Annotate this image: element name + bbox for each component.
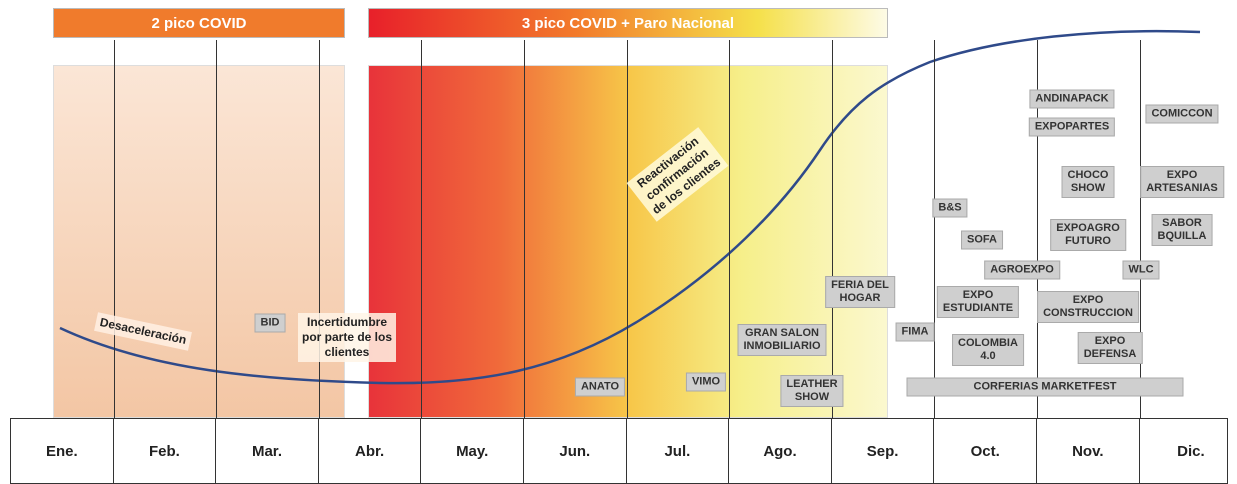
trend-curve — [59, 29, 1201, 385]
month-label: Ene. — [11, 418, 114, 484]
text-line: EXPOAGRO — [1056, 222, 1120, 234]
banner: 2 pico COVID — [53, 8, 345, 38]
month-label: May. — [421, 418, 524, 484]
text-line: SOFA — [967, 233, 997, 246]
month-label: Ago. — [729, 418, 832, 484]
event-box: WLC — [1122, 260, 1160, 280]
text-line: FUTURO — [1065, 235, 1111, 247]
text-line: ANATO — [580, 380, 620, 393]
text-line: ESTUDIANTE — [942, 302, 1014, 314]
text-line: SHOW — [1070, 182, 1106, 194]
text-line: FERIA DEL — [831, 279, 889, 291]
text-line: EXPOPARTES — [1034, 120, 1110, 133]
event-box: AGROEXPO — [984, 260, 1060, 280]
event-box: CORFERIAS MARKETFEST — [906, 377, 1184, 397]
text-line: BQUILLA — [1157, 230, 1207, 242]
event-box: SOFA — [961, 230, 1003, 250]
month-label: Jul. — [627, 418, 730, 484]
text-line: AGROEXPO — [990, 263, 1054, 276]
text-line: CORFERIAS MARKETFEST — [973, 380, 1117, 393]
text-line: B&S — [938, 201, 962, 214]
event-box: VIMO — [685, 372, 727, 392]
text-line: ARTESANIAS — [1146, 182, 1218, 194]
shade-left — [53, 65, 345, 418]
event-box: EXPOPARTES — [1028, 117, 1116, 137]
event-box: CHOCO SHOW — [1061, 166, 1115, 198]
event-box: ANDINAPACK — [1029, 89, 1115, 109]
text-line: GRAN SALON — [745, 327, 819, 339]
text-line: por parte de los — [302, 330, 393, 344]
event-box: COLOMBIA 4.0 — [952, 334, 1024, 366]
event-box: BID — [254, 313, 286, 333]
text-line: SHOW — [794, 391, 830, 403]
text-line: FIMA — [901, 325, 929, 338]
event-box: EXPO DEFENSA — [1077, 332, 1143, 364]
month-divider — [216, 40, 218, 418]
text-line: WLC — [1128, 263, 1154, 276]
text-line: INMOBILIARIO — [743, 340, 821, 352]
month-label: Sep. — [832, 418, 935, 484]
text-line: CHOCO — [1067, 169, 1109, 181]
text-line: ANDINAPACK — [1035, 92, 1109, 105]
month-divider — [524, 40, 525, 418]
text-line: HOGAR — [839, 292, 881, 304]
annotation: Incertidumbre por parte de los clientes — [298, 313, 397, 362]
text-line: EXPO — [1094, 335, 1126, 347]
month-label: Mar. — [216, 418, 319, 484]
month-divider — [113, 40, 115, 418]
event-box: SABOR BQUILLA — [1151, 214, 1213, 246]
text-line: Incertidumbre — [307, 315, 388, 329]
text-line: VIMO — [691, 375, 721, 388]
text-line: DEFENSA — [1083, 348, 1137, 360]
event-box: FERIA DEL HOGAR — [825, 276, 895, 308]
event-box: B&S — [932, 198, 968, 218]
event-box: LEATHER SHOW — [780, 375, 844, 407]
text-line: BID — [260, 316, 280, 329]
event-box: COMICCON — [1145, 104, 1219, 124]
month-divider — [626, 40, 628, 418]
month-label: Oct. — [934, 418, 1037, 484]
event-box: EXPO CONSTRUCCION — [1037, 291, 1139, 323]
event-box: GRAN SALON INMOBILIARIO — [737, 324, 827, 356]
event-box: FIMA — [895, 322, 935, 342]
month-divider — [831, 40, 833, 418]
banner: 3 pico COVID + Paro Nacional — [368, 8, 888, 38]
text-line: LEATHER — [786, 378, 838, 390]
month-label: Abr. — [319, 418, 422, 484]
event-box: EXPO ARTESANIAS — [1140, 166, 1224, 198]
month-divider — [729, 40, 731, 418]
month-label: Nov. — [1037, 418, 1140, 484]
text-line: COMICCON — [1151, 107, 1213, 120]
month-divider — [318, 40, 320, 418]
month-label: Jun. — [524, 418, 627, 484]
month-divider — [1037, 40, 1038, 418]
text-line: EXPO — [1072, 294, 1104, 306]
month-divider — [934, 40, 936, 418]
event-box: EXPOAGRO FUTURO — [1050, 219, 1126, 251]
event-box: ANATO — [574, 377, 626, 397]
text-line: COLOMBIA — [958, 337, 1018, 349]
text-line: EXPO — [1166, 169, 1198, 181]
text-line: 4.0 — [980, 350, 996, 362]
event-box: EXPO ESTUDIANTE — [936, 286, 1020, 318]
text-line: CONSTRUCCION — [1043, 307, 1133, 319]
month-label: Feb. — [114, 418, 217, 484]
month-divider — [421, 40, 423, 418]
text-line: SABOR — [1162, 217, 1202, 229]
month-label: Dic. — [1177, 442, 1205, 460]
month-divider — [1139, 40, 1141, 418]
shade-right — [368, 65, 888, 418]
text-line: EXPO — [962, 289, 994, 301]
text-line: clientes — [324, 345, 370, 359]
